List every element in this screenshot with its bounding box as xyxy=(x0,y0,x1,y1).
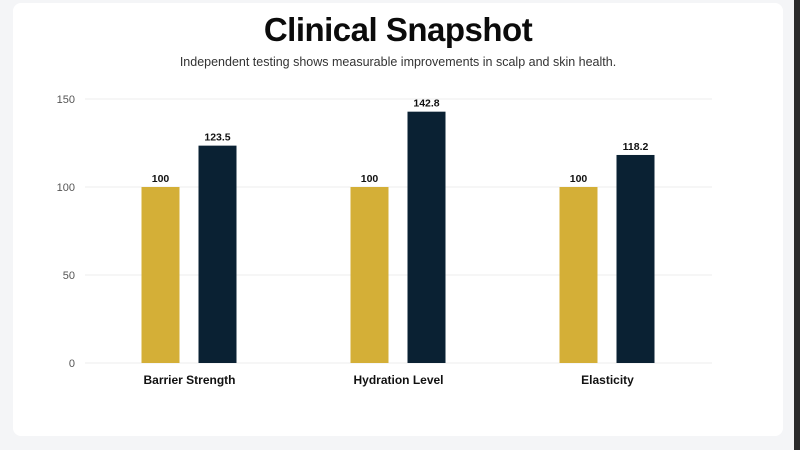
bar-baseline xyxy=(350,187,389,363)
bar-baseline xyxy=(559,187,598,363)
bar-after xyxy=(616,154,655,363)
x-tick-label: Barrier Strength xyxy=(143,373,235,387)
y-tick-label: 0 xyxy=(69,358,75,370)
bar-baseline xyxy=(141,187,180,363)
chart-title: Clinical Snapshot xyxy=(263,11,533,48)
y-tick-label: 50 xyxy=(63,270,75,282)
x-tick-label: Hydration Level xyxy=(353,373,443,387)
chart-subtitle: Independent testing shows measurable imp… xyxy=(179,55,617,69)
chart-card: Clinical Snapshot Independent testing sh… xyxy=(13,3,783,436)
y-tick-label: 100 xyxy=(57,182,75,194)
y-tick-label: 150 xyxy=(57,94,75,106)
data-label: 118.2 xyxy=(623,141,649,153)
data-label: 100 xyxy=(152,173,170,185)
bar-after xyxy=(198,145,237,363)
window-edge xyxy=(794,0,800,450)
data-label: 100 xyxy=(361,173,379,185)
data-label: 100 xyxy=(570,173,588,185)
x-tick-label: Elasticity xyxy=(581,373,634,387)
bar-after xyxy=(407,111,446,363)
data-label: 123.5 xyxy=(204,132,230,144)
data-label: 142.8 xyxy=(413,98,439,110)
